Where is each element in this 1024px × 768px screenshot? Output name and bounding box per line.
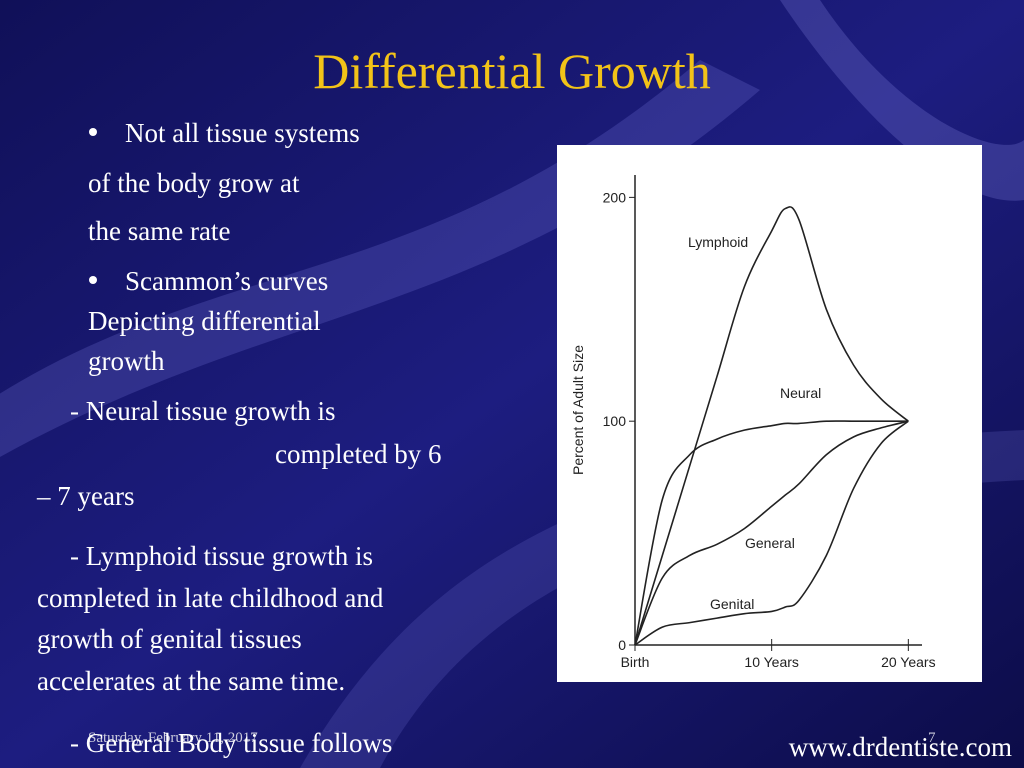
curve-label: General	[745, 535, 795, 551]
bullet	[89, 276, 97, 284]
y-tick-label: 100	[603, 413, 627, 429]
x-tick-label: 20 Years	[881, 654, 936, 670]
body-text: - Lymphoid tissue growth is	[70, 541, 373, 571]
curve	[634, 206, 909, 646]
curve-label: Neural	[780, 385, 821, 401]
body-text: growth of genital tissues	[37, 624, 302, 654]
body-text: Depicting differential	[88, 306, 321, 336]
body-text: completed in late childhood and	[37, 583, 384, 613]
body-text: - Neural tissue growth is	[70, 396, 335, 426]
website: www.drdentiste.com	[789, 732, 1012, 762]
curve	[634, 420, 909, 646]
chart: 0 100 200 Birth 10 Years 20 Years Percent of A…	[570, 175, 936, 670]
curve	[634, 420, 909, 646]
bullet	[89, 128, 97, 136]
curve-label: Genital	[710, 596, 754, 612]
y-tick-label: 200	[603, 189, 627, 205]
body-text: of the body grow at	[88, 168, 300, 198]
slide-title: Differential Growth	[313, 43, 711, 99]
curve-label: Lymphoid	[688, 234, 748, 250]
page-number: 7	[928, 730, 936, 746]
curve	[634, 420, 909, 646]
bullet-text: Not all tissue systems	[125, 118, 360, 148]
y-axis-label: Percent of Adult Size	[570, 345, 586, 475]
x-tick-label: 10 Years	[744, 654, 799, 670]
bullet-text: Scammon’s curves	[125, 266, 328, 296]
body-text: - General Body tissue follows	[70, 728, 392, 758]
footer-date: Saturday, February 11, 2017	[88, 730, 258, 746]
body-text: growth	[88, 346, 165, 376]
x-tick-label: Birth	[621, 654, 650, 670]
body-text: accelerates at the same time.	[37, 666, 345, 696]
body-text: – 7 years	[36, 481, 134, 511]
body-text: completed by 6	[275, 439, 441, 469]
y-tick-label: 0	[618, 637, 626, 653]
body-text: the same rate	[88, 216, 230, 246]
